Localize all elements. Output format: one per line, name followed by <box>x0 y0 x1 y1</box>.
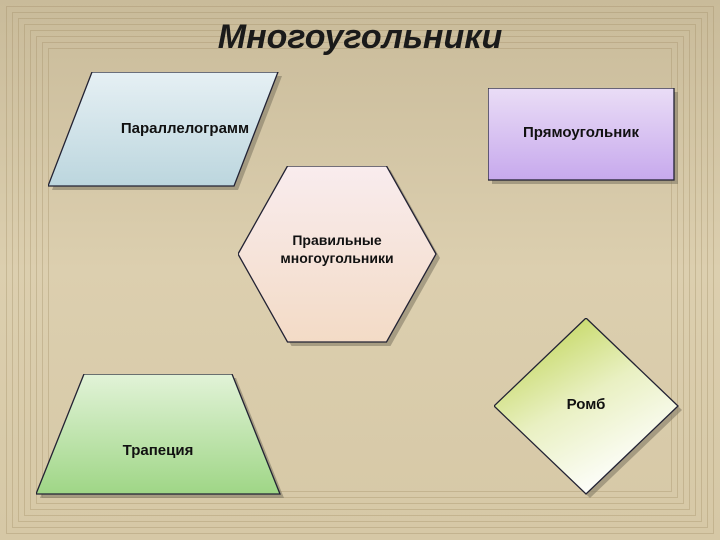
label-rhombus: Ромб <box>494 396 678 413</box>
label-parallelogram: Параллелограмм <box>92 120 278 137</box>
shape-rhombus: Ромб <box>494 318 682 498</box>
label-hexagon: Правильные многоугольники <box>238 232 436 267</box>
shape-trapezoid: Трапеция <box>36 374 284 498</box>
shape-hexagon: Правильные многоугольники <box>238 166 440 346</box>
label-trapezoid: Трапеция <box>36 442 280 459</box>
shape-rectangle: Прямоугольник <box>488 88 678 184</box>
slide-title: Многоугольники <box>0 18 720 57</box>
label-rectangle: Прямоугольник <box>488 124 674 141</box>
